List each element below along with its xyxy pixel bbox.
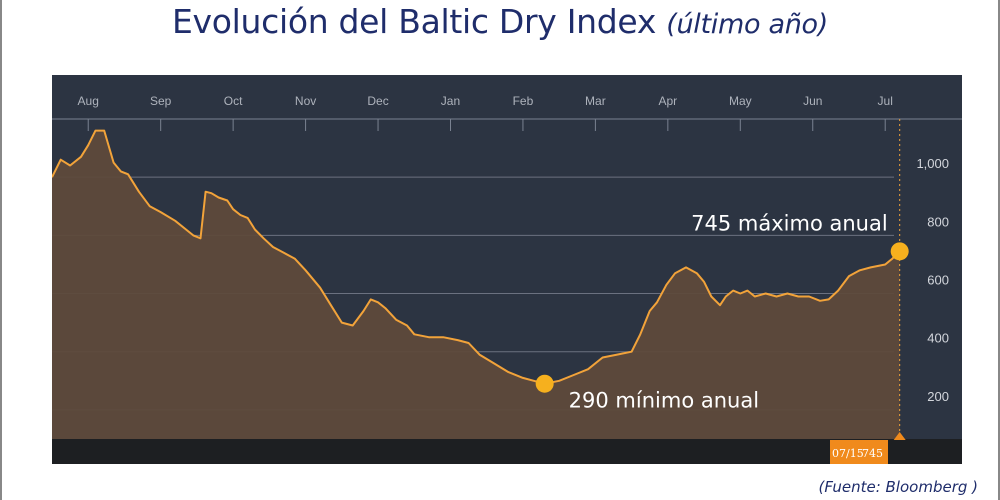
series-line <box>52 129 901 385</box>
x-tick-label: Sep <box>150 94 172 108</box>
page-title: Evolución del Baltic Dry Index (último a… <box>0 2 1000 41</box>
x-tick-label: Jun <box>803 94 822 108</box>
y-tick-label: 600 <box>927 273 949 288</box>
badge-box <box>830 440 888 464</box>
chart-svg: Aug Sep Oct Nov Dec Jan Feb Mar Apr May Jun Jul 200… <box>52 75 962 464</box>
y-tick-label: 1,000 <box>916 156 949 171</box>
frame-left-border <box>0 0 2 500</box>
x-tick-label: Feb <box>513 94 534 108</box>
annotation-marker <box>890 242 909 261</box>
frame-right-border <box>998 0 1000 500</box>
x-tick-label: Apr <box>659 94 678 108</box>
x-tick-label: Jul <box>878 94 893 108</box>
title-main: Evolución del Baltic Dry Index <box>171 2 657 41</box>
annotation-label: 745 máximo anual <box>691 211 888 235</box>
x-tick-label: Dec <box>367 94 388 108</box>
badge-value: 745 <box>862 447 883 460</box>
x-ticks: Aug Sep Oct Nov Dec Jan Feb Mar Apr May Jun Jul <box>78 94 893 131</box>
chart-container: Aug Sep Oct Nov Dec Jan Feb Mar Apr May Jun Jul 200… <box>52 75 962 464</box>
badge-date: 07/15 <box>832 447 864 460</box>
x-tick-label: May <box>729 94 752 108</box>
annotation-marker <box>535 374 554 393</box>
bottom-axis-band <box>52 439 962 464</box>
y-tick-label: 800 <box>927 214 949 229</box>
x-tick-label: Nov <box>295 94 316 108</box>
source-note: (Fuente: Bloomberg ) <box>818 478 978 496</box>
x-tick-label: Oct <box>224 94 243 108</box>
badge-pointer <box>893 432 906 440</box>
y-ticks: 200 400 600 800 1,000 <box>916 156 949 404</box>
x-tick-label: Jan <box>441 94 460 108</box>
title-subtitle: (último año) <box>666 9 829 40</box>
annotation-label: 290 mínimo anual <box>569 389 759 413</box>
annotations: 745 máximo anual 290 mínimo anual <box>535 211 909 413</box>
series-area <box>52 130 900 439</box>
x-tick-label: Aug <box>78 94 99 108</box>
x-tick-label: Mar <box>585 94 606 108</box>
y-tick-label: 200 <box>927 389 949 404</box>
y-tick-label: 400 <box>927 331 949 346</box>
